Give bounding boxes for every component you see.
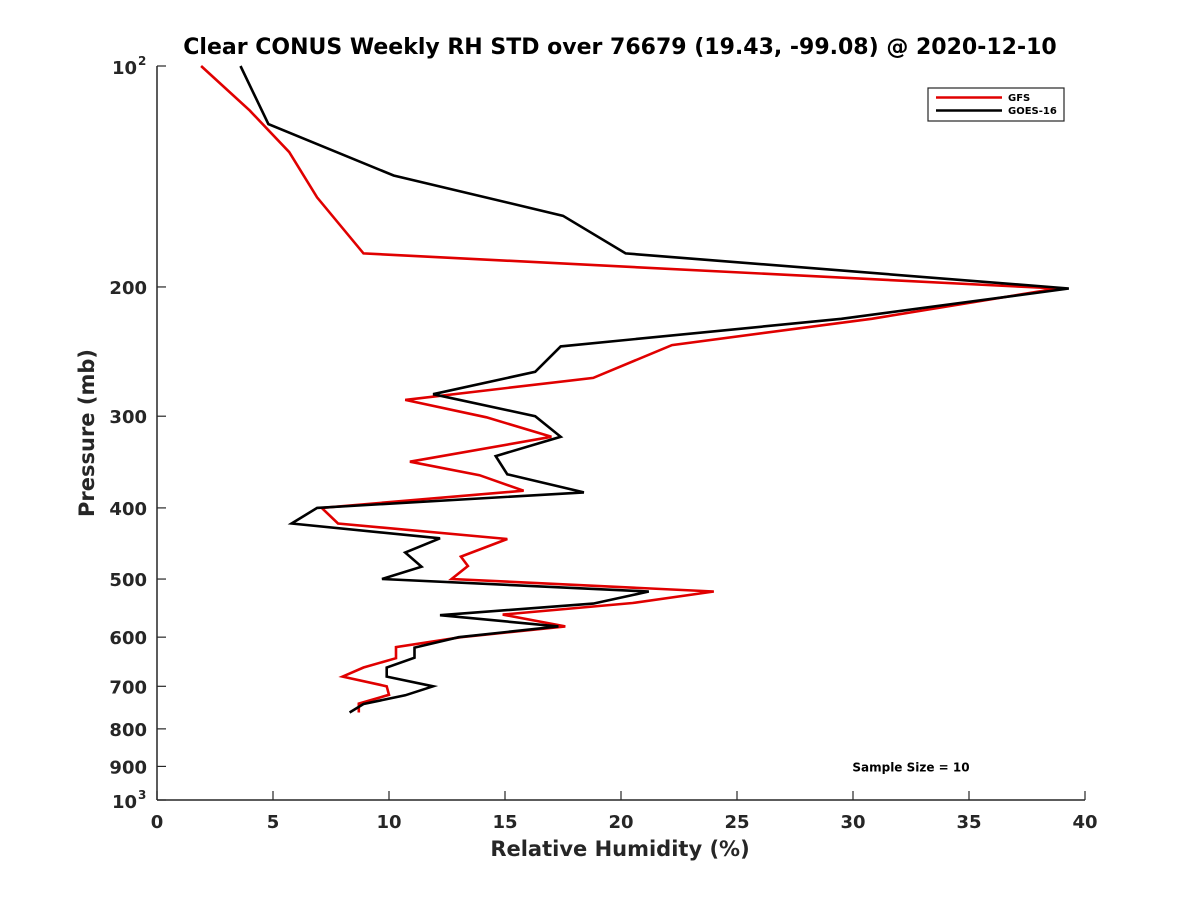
y-tick-label: 10 [112,58,137,79]
y-tick-exponent: 2 [138,54,146,68]
x-tick-label: 30 [840,812,865,833]
legend-label-gfs: GFS [1008,93,1030,104]
x-axis-ticks: 0 5 10 15 20 25 30 35 40 [151,791,1098,833]
x-tick-label: 10 [376,812,401,833]
x-tick-label: 20 [608,812,633,833]
x-tick-label: 0 [151,812,164,833]
x-tick-label: 25 [724,812,749,833]
legend: GFS GOES-16 [927,87,1065,122]
plot-area [156,66,1085,801]
x-tick-label: 5 [267,812,280,833]
series-layer [200,65,1069,714]
series-line-gfs [200,65,1058,713]
y-axis-label: Pressure (mb) [75,349,99,517]
y-tick-label: 700 [109,677,147,698]
y-tick-label: 10 [112,792,137,813]
chart-title: Clear CONUS Weekly RH STD over 76679 (19… [183,35,1056,60]
legend-box [927,87,1065,122]
legend-label-goes-16: GOES-16 [1008,106,1057,117]
x-tick-label: 15 [492,812,517,833]
series-line-goes-16 [239,65,1069,714]
y-tick-exponent: 3 [138,788,146,802]
x-tick-label: 35 [956,812,981,833]
y-tick-label: 900 [109,757,147,778]
y-tick-label: 800 [109,720,147,741]
x-tick-label: 40 [1072,812,1097,833]
x-axis-label: Relative Humidity (%) [490,837,749,861]
y-tick-label: 300 [109,407,147,428]
y-tick-label: 200 [109,278,147,299]
sample-size-annotation: Sample Size = 10 [852,760,969,774]
y-tick-label: 600 [109,628,147,649]
y-tick-label: 500 [109,570,147,591]
y-tick-label: 400 [109,499,147,520]
